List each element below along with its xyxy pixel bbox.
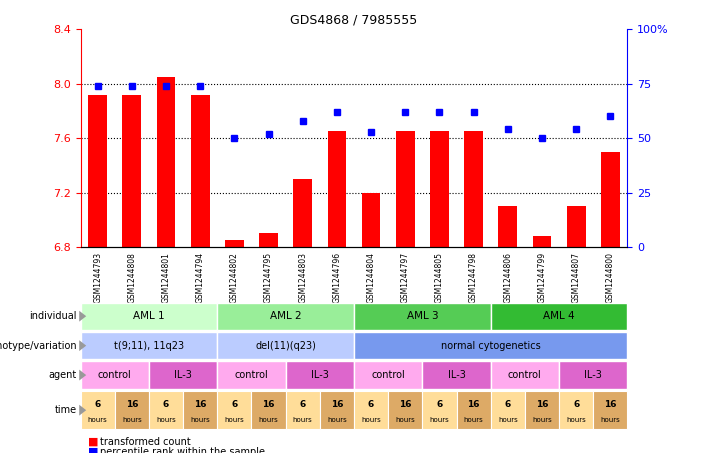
Text: IL-3: IL-3 bbox=[585, 370, 602, 380]
Text: 16: 16 bbox=[536, 400, 548, 409]
Text: hours: hours bbox=[532, 417, 552, 423]
Text: hours: hours bbox=[293, 417, 313, 423]
Text: hours: hours bbox=[259, 417, 278, 423]
Text: 6: 6 bbox=[231, 400, 238, 409]
Bar bbox=[362, 193, 381, 247]
Text: del(11)(q23): del(11)(q23) bbox=[255, 341, 316, 351]
Text: t(9;11), 11q23: t(9;11), 11q23 bbox=[114, 341, 184, 351]
Text: hours: hours bbox=[327, 417, 347, 423]
Text: hours: hours bbox=[464, 417, 484, 423]
Bar bbox=[156, 77, 175, 247]
Text: 16: 16 bbox=[194, 400, 207, 409]
Bar bbox=[123, 95, 142, 247]
Text: normal cytogenetics: normal cytogenetics bbox=[441, 341, 540, 351]
Text: ■: ■ bbox=[88, 437, 98, 447]
Text: transformed count: transformed count bbox=[100, 437, 191, 447]
Text: AML 1: AML 1 bbox=[133, 311, 165, 321]
Text: IL-3: IL-3 bbox=[448, 370, 465, 380]
Bar bbox=[259, 233, 278, 247]
Text: agent: agent bbox=[49, 370, 77, 380]
Text: hours: hours bbox=[224, 417, 244, 423]
Text: 16: 16 bbox=[399, 400, 411, 409]
Text: AML 3: AML 3 bbox=[407, 311, 438, 321]
Bar bbox=[225, 240, 244, 247]
Text: AML 2: AML 2 bbox=[270, 311, 301, 321]
Text: hours: hours bbox=[156, 417, 176, 423]
Text: hours: hours bbox=[122, 417, 142, 423]
Bar bbox=[293, 179, 312, 247]
Text: hours: hours bbox=[566, 417, 586, 423]
Text: AML 4: AML 4 bbox=[543, 311, 575, 321]
Text: genotype/variation: genotype/variation bbox=[0, 341, 77, 351]
Text: control: control bbox=[372, 370, 405, 380]
Bar bbox=[396, 131, 415, 247]
Text: percentile rank within the sample: percentile rank within the sample bbox=[100, 447, 265, 453]
Text: hours: hours bbox=[430, 417, 449, 423]
Text: 6: 6 bbox=[436, 400, 442, 409]
Text: control: control bbox=[508, 370, 542, 380]
Text: hours: hours bbox=[498, 417, 517, 423]
Text: hours: hours bbox=[88, 417, 107, 423]
Text: 6: 6 bbox=[299, 400, 306, 409]
Text: hours: hours bbox=[191, 417, 210, 423]
Text: control: control bbox=[235, 370, 268, 380]
Text: 6: 6 bbox=[95, 400, 101, 409]
Bar bbox=[566, 206, 585, 247]
Text: 16: 16 bbox=[125, 400, 138, 409]
Text: 6: 6 bbox=[163, 400, 169, 409]
Text: 6: 6 bbox=[368, 400, 374, 409]
Text: 16: 16 bbox=[468, 400, 480, 409]
Bar bbox=[464, 131, 483, 247]
Text: ■: ■ bbox=[88, 447, 98, 453]
Title: GDS4868 / 7985555: GDS4868 / 7985555 bbox=[290, 14, 418, 27]
Text: 16: 16 bbox=[604, 400, 617, 409]
Text: individual: individual bbox=[29, 311, 77, 321]
Text: IL-3: IL-3 bbox=[311, 370, 329, 380]
Text: time: time bbox=[55, 405, 77, 415]
Bar bbox=[498, 206, 517, 247]
Bar bbox=[430, 131, 449, 247]
Bar bbox=[533, 236, 552, 247]
Text: IL-3: IL-3 bbox=[175, 370, 192, 380]
Bar bbox=[191, 95, 210, 247]
Text: 6: 6 bbox=[505, 400, 511, 409]
Text: hours: hours bbox=[361, 417, 381, 423]
Bar bbox=[88, 95, 107, 247]
Bar bbox=[327, 131, 346, 247]
Text: control: control bbox=[98, 370, 132, 380]
Text: hours: hours bbox=[395, 417, 415, 423]
Bar bbox=[601, 152, 620, 247]
Text: hours: hours bbox=[601, 417, 620, 423]
Text: 6: 6 bbox=[573, 400, 579, 409]
Text: 16: 16 bbox=[262, 400, 275, 409]
Text: 16: 16 bbox=[331, 400, 343, 409]
